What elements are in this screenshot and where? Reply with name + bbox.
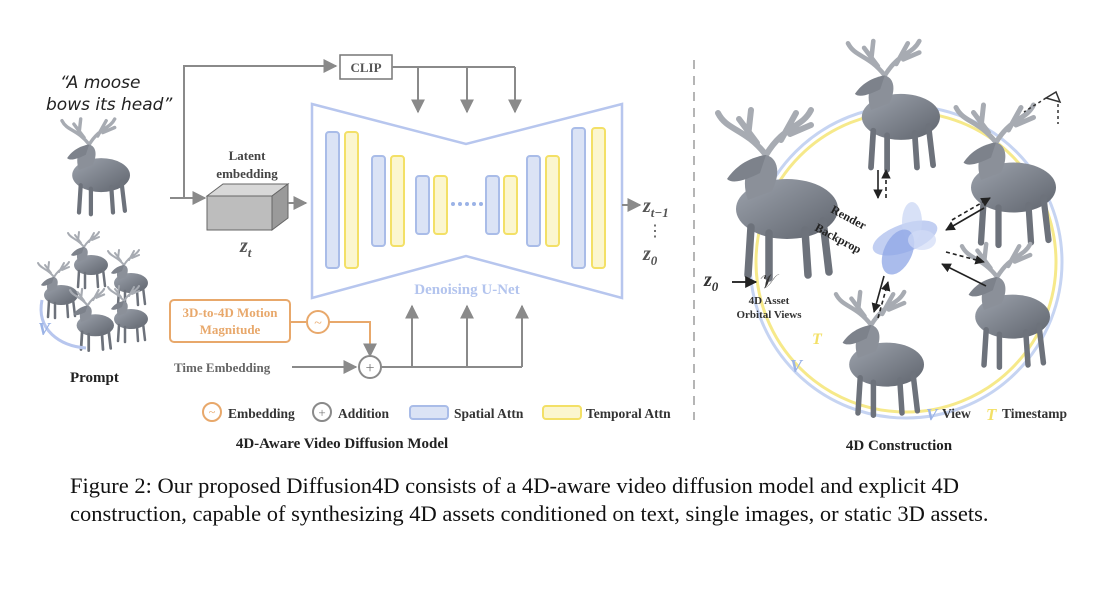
svg-text:~: ~	[314, 316, 322, 331]
camera-icon	[1023, 90, 1062, 124]
asset-line2: Orbital Views	[736, 309, 802, 321]
svg-text:Embedding: Embedding	[228, 406, 295, 421]
svg-text:+: +	[318, 405, 325, 420]
clip-label: CLIP	[350, 60, 381, 75]
orbital-moose-views	[718, 41, 1056, 415]
prompt-quote-line2: bows its head”	[46, 95, 172, 115]
asset-line1: 4D Asset	[749, 295, 790, 307]
svg-text:View: View	[942, 406, 971, 421]
view-v-symbol-left: V	[38, 319, 52, 339]
left-legend: ~ Embedding + Addition Spatial Attn Temp…	[202, 402, 671, 422]
svg-text:Spatial Attn: Spatial Attn	[454, 406, 524, 421]
svg-text:T: T	[986, 405, 997, 424]
z0-label: z0	[642, 243, 658, 268]
svg-text:Addition: Addition	[338, 406, 390, 421]
svg-text:T: T	[812, 331, 823, 348]
svg-text:Timestamp: Timestamp	[1002, 406, 1067, 421]
motion-line2: Magnitude	[200, 322, 261, 337]
svg-text:~: ~	[209, 405, 216, 419]
motion-line1: 3D-to-4D Motion	[183, 305, 279, 320]
unet-label: Denoising U-Net	[414, 282, 519, 298]
svg-text:Temporal Attn: Temporal Attn	[586, 406, 671, 421]
latent-cube	[205, 183, 290, 231]
render-backprop-arrows	[871, 169, 991, 319]
figure-caption: Figure 2: Our proposed Diffusion4D consi…	[70, 473, 989, 526]
unet-outline	[310, 102, 624, 300]
svg-text:V: V	[790, 356, 804, 376]
latent-line1: Latent	[229, 148, 267, 163]
prompt-quote-line1: “A moose	[60, 73, 141, 93]
unet-blocks	[325, 127, 606, 269]
z0-to-v-label: z0	[703, 269, 719, 294]
latent-line2: embedding	[216, 166, 278, 181]
z-tminus1-label: zt−1	[642, 195, 669, 220]
svg-text:𝒱: 𝒱	[760, 271, 780, 293]
gaussian-ellipses	[872, 202, 938, 275]
left-panel-title: 4D-Aware Video Diffusion Model	[236, 436, 448, 452]
prompt-label: Prompt	[70, 370, 119, 386]
svg-text:V: V	[926, 405, 939, 424]
svg-text:⋮: ⋮	[647, 223, 663, 240]
static-3d-asset-views	[36, 230, 150, 352]
input-moose-image	[62, 119, 130, 214]
right-legend: V View T Timestamp	[926, 405, 1067, 424]
method-figure: “A moose bows its head” V Prompt CLIP La…	[36, 0, 1067, 454]
zt-label: zt	[239, 235, 252, 260]
right-panel-title: 4D Construction	[846, 438, 953, 454]
time-embedding-label: Time Embedding	[174, 360, 271, 375]
svg-text:+: +	[365, 360, 374, 377]
